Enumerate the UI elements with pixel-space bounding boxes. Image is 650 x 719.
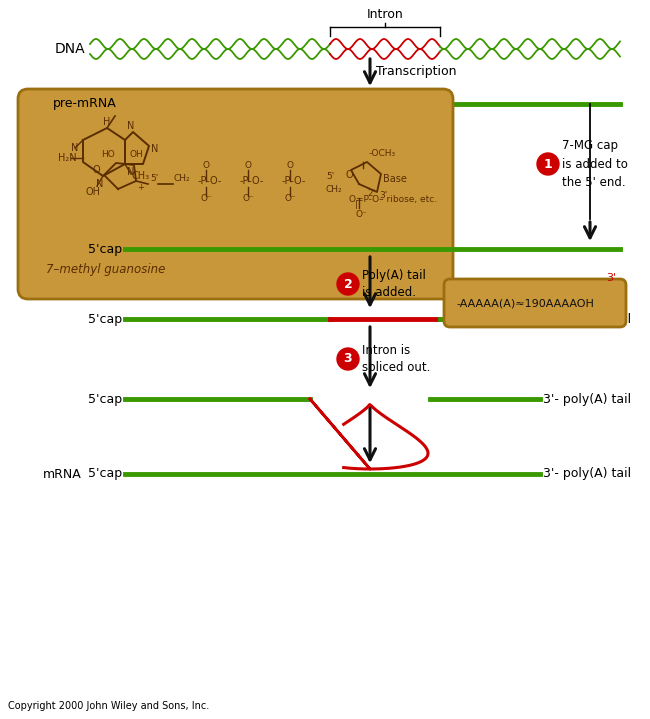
Text: N: N	[151, 144, 159, 154]
Circle shape	[337, 348, 359, 370]
Text: -OCH₃: -OCH₃	[369, 149, 396, 158]
Text: O: O	[287, 161, 294, 170]
Text: O: O	[345, 170, 352, 180]
Text: DNA: DNA	[55, 42, 85, 56]
Text: 3: 3	[344, 352, 352, 365]
Text: 5'cap: 5'cap	[88, 242, 122, 255]
Text: N: N	[72, 143, 79, 153]
Text: O⁻: O⁻	[284, 194, 296, 203]
Text: 7-MG cap
is added to
the 5' end.: 7-MG cap is added to the 5' end.	[562, 139, 628, 188]
Text: 5'cap: 5'cap	[88, 393, 122, 406]
Text: N: N	[96, 179, 104, 189]
Text: |
O⁻: | O⁻	[355, 200, 367, 219]
Text: 2: 2	[344, 278, 352, 290]
Text: O⁻: O⁻	[200, 194, 212, 203]
Text: 1: 1	[543, 157, 552, 170]
FancyBboxPatch shape	[18, 89, 453, 299]
Text: 3': 3'	[606, 273, 616, 283]
Text: CH₂: CH₂	[326, 185, 343, 194]
Text: 5'cap: 5'cap	[88, 467, 122, 480]
Text: O: O	[244, 161, 252, 170]
Text: O: O	[203, 161, 209, 170]
Text: -P-O-: -P-O-	[282, 176, 306, 186]
Text: 7–methyl guanosine: 7–methyl guanosine	[46, 263, 165, 276]
Text: -AAAAA(A)≈190AAAAOH: -AAAAA(A)≈190AAAAOH	[456, 298, 594, 308]
Text: N: N	[127, 121, 135, 131]
Text: O=P-O– ribose, etc.: O=P-O– ribose, etc.	[349, 195, 437, 204]
Circle shape	[337, 273, 359, 295]
Text: Base: Base	[383, 174, 407, 184]
Text: CH₂: CH₂	[173, 174, 190, 183]
Text: Intron: Intron	[367, 8, 404, 21]
Text: +: +	[138, 183, 144, 193]
Text: N: N	[127, 167, 135, 177]
Text: H₂N: H₂N	[58, 153, 76, 163]
Text: 3'- poly(A) tail: 3'- poly(A) tail	[543, 467, 631, 480]
Text: Transcription: Transcription	[376, 65, 456, 78]
Text: 3'- poly(A) tail: 3'- poly(A) tail	[543, 313, 631, 326]
Text: -P-O-: -P-O-	[198, 176, 222, 186]
Text: -P-O-: -P-O-	[240, 176, 265, 186]
Text: Intron is
spliced out.: Intron is spliced out.	[362, 344, 430, 375]
Text: CH₃: CH₃	[132, 171, 150, 181]
Text: mRNA: mRNA	[44, 467, 82, 480]
Text: pre-mRNA: pre-mRNA	[53, 98, 117, 111]
Text: 5': 5'	[150, 174, 158, 183]
Text: H: H	[103, 117, 111, 127]
Text: O⁻: O⁻	[242, 194, 254, 203]
Text: O: O	[92, 165, 100, 175]
Text: 3'- poly(A) tail: 3'- poly(A) tail	[543, 393, 631, 406]
Text: HO: HO	[101, 150, 115, 159]
FancyBboxPatch shape	[444, 279, 626, 327]
Text: 2': 2'	[367, 189, 375, 198]
Text: Poly(A) tail
is added.: Poly(A) tail is added.	[362, 268, 426, 300]
Circle shape	[537, 153, 559, 175]
Text: OH: OH	[86, 187, 101, 197]
Text: 3': 3'	[379, 191, 387, 200]
Text: Copyright 2000 John Wiley and Sons, Inc.: Copyright 2000 John Wiley and Sons, Inc.	[8, 701, 209, 711]
Text: 5': 5'	[326, 172, 334, 181]
Text: 5'cap: 5'cap	[88, 313, 122, 326]
Text: OH: OH	[129, 150, 143, 159]
